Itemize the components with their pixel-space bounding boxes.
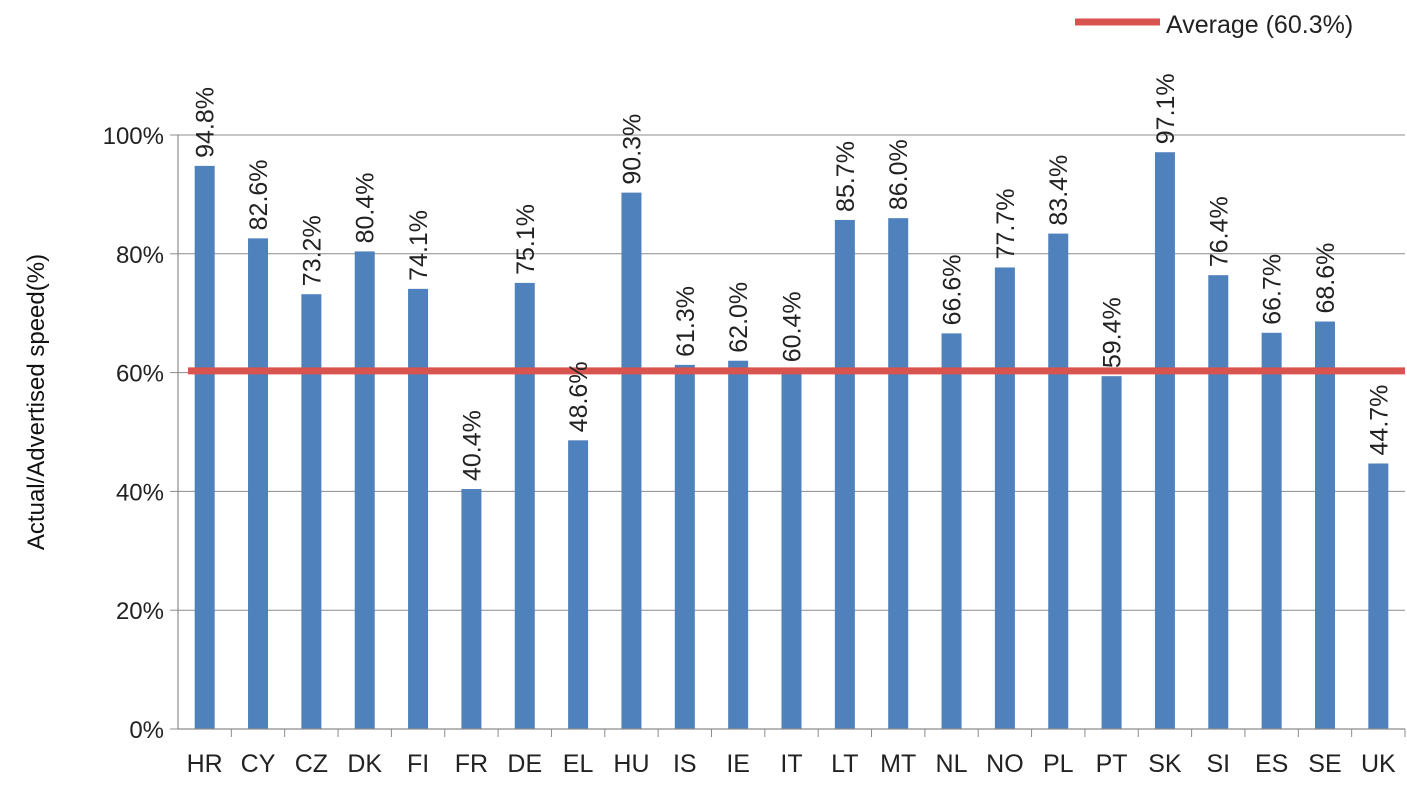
category-label: HU: [613, 750, 649, 778]
bar-uk: [1368, 463, 1389, 729]
category-label: CY: [241, 750, 276, 778]
bar-nl: [941, 333, 962, 729]
category-label: DK: [347, 750, 382, 778]
category-label: SK: [1148, 750, 1182, 778]
category-label: LT: [831, 750, 858, 778]
category-label: ES: [1255, 750, 1288, 778]
category-label: SI: [1206, 750, 1230, 778]
category-label: HR: [187, 750, 223, 778]
category-label: DE: [507, 750, 542, 778]
bar-mt: [888, 218, 909, 729]
bar-es: [1261, 332, 1282, 729]
category-label: SE: [1308, 750, 1341, 778]
legend: Average (60.3%): [1075, 11, 1353, 39]
bar-dk: [354, 251, 375, 729]
data-label: 85.7%: [832, 141, 860, 212]
y-tick-label: 60%: [116, 361, 164, 388]
bar-el: [568, 440, 589, 729]
category-label: FR: [455, 750, 488, 778]
category-label: IE: [726, 750, 750, 778]
category-labels: HR CY CZ DK FI FR DE EL HU IS IE IT LT MT NL NO PL PT SK SI…: [187, 750, 1396, 778]
legend-label-average: Average (60.3%): [1166, 11, 1353, 39]
bar-is: [674, 364, 695, 729]
category-label: PL: [1043, 750, 1074, 778]
bar-cy: [248, 238, 269, 729]
bar-hu: [621, 192, 642, 730]
data-label: 62.0%: [725, 282, 753, 353]
y-tick-label: 40%: [116, 479, 164, 506]
category-label: EL: [563, 750, 594, 778]
data-label: 40.4%: [458, 410, 486, 481]
data-label: 74.1%: [405, 210, 433, 281]
category-label: NO: [986, 750, 1024, 778]
category-label: NL: [936, 750, 968, 778]
data-label: 82.6%: [245, 159, 273, 230]
bar-lt: [834, 219, 855, 729]
data-label: 44.7%: [1365, 385, 1393, 456]
category-label: UK: [1361, 750, 1396, 778]
bar-se: [1314, 321, 1335, 729]
data-label: 59.4%: [1099, 297, 1127, 368]
bar-si: [1208, 275, 1229, 729]
y-axis-title: Actual/Advertised speed(%): [23, 254, 50, 550]
bar-cz: [301, 294, 322, 729]
data-label: 66.6%: [939, 255, 967, 326]
data-label: 68.6%: [1312, 243, 1340, 314]
data-label: 86.0%: [885, 139, 913, 210]
y-tick-label: 0%: [129, 717, 164, 744]
bar-pt: [1101, 376, 1122, 729]
data-label: 66.7%: [1259, 254, 1287, 325]
data-label: 76.4%: [1205, 196, 1233, 267]
data-label: 90.3%: [618, 114, 646, 185]
y-tick-label: 80%: [116, 242, 164, 269]
data-label: 94.8%: [192, 87, 220, 158]
category-label: CZ: [295, 750, 328, 778]
data-label: 77.7%: [992, 189, 1020, 260]
bar-fr: [461, 489, 482, 729]
bar-no: [994, 267, 1015, 729]
data-label: 48.6%: [565, 361, 593, 432]
bar-it: [781, 370, 802, 729]
y-tick-label: 20%: [116, 598, 164, 625]
data-label: 60.4%: [779, 291, 807, 362]
bars: [194, 152, 1389, 730]
data-label: 75.1%: [512, 204, 540, 275]
y-tick-labels: 0% 20% 40% 60% 80% 100%: [103, 123, 164, 744]
bar-sk: [1154, 152, 1175, 729]
category-label: MT: [880, 750, 916, 778]
axes: [177, 135, 1406, 737]
bar-de: [514, 282, 535, 729]
data-labels: 94.8% 82.6% 73.2% 80.4% 74.1% 40.4% 75.1% 48.6%…: [192, 73, 1394, 481]
bar-fi: [408, 288, 429, 729]
category-label: FI: [407, 750, 429, 778]
data-label: 61.3%: [672, 286, 700, 357]
data-label: 97.1%: [1152, 73, 1180, 144]
y-tick-label: 100%: [103, 123, 164, 150]
bar-pl: [1048, 233, 1069, 729]
bar-ie: [728, 360, 749, 729]
category-label: IS: [673, 750, 697, 778]
bar-hr: [194, 165, 215, 729]
data-label: 83.4%: [1045, 155, 1073, 226]
category-label: PT: [1096, 750, 1128, 778]
category-label: IT: [780, 750, 802, 778]
data-label: 80.4%: [352, 173, 380, 244]
data-label: 73.2%: [298, 215, 326, 286]
